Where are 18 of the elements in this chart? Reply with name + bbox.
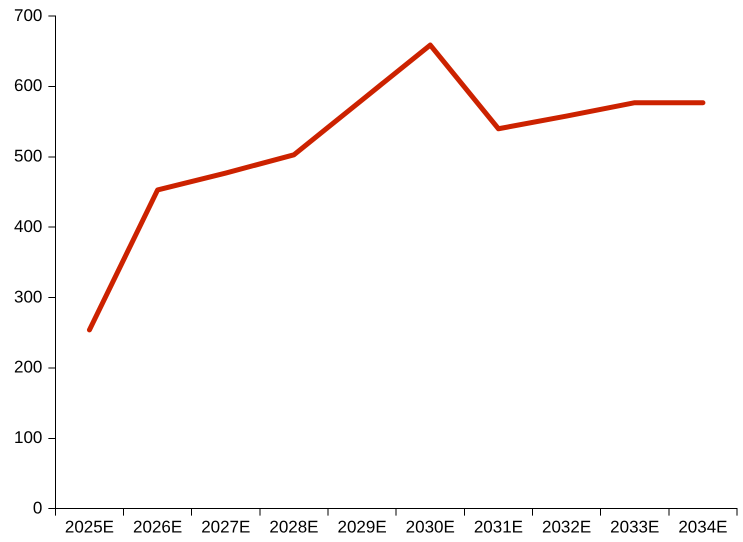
- y-tick-label: 500: [14, 146, 42, 166]
- x-tick-label: 2030E: [406, 517, 455, 536]
- x-tick-label: 2025E: [64, 517, 114, 536]
- x-tick-label: 2028E: [269, 517, 319, 536]
- x-tick-label: 2026E: [133, 517, 182, 536]
- x-tick-label: 2027E: [201, 517, 250, 536]
- y-tick-label: 0: [32, 498, 42, 518]
- x-tick-label: 2034E: [678, 517, 728, 536]
- y-tick-label: 200: [14, 358, 42, 377]
- y-tick-label: 700: [14, 6, 42, 25]
- y-tick-label: 300: [14, 287, 42, 306]
- x-tick-label: 2031E: [474, 517, 524, 536]
- x-tick-label: 2032E: [542, 517, 592, 536]
- x-tick-label: 2029E: [338, 517, 387, 536]
- y-tick-label: 600: [14, 76, 42, 96]
- y-tick-label: 400: [14, 216, 42, 236]
- x-tick-label: 2033E: [610, 517, 660, 536]
- y-tick-label: 100: [14, 428, 42, 447]
